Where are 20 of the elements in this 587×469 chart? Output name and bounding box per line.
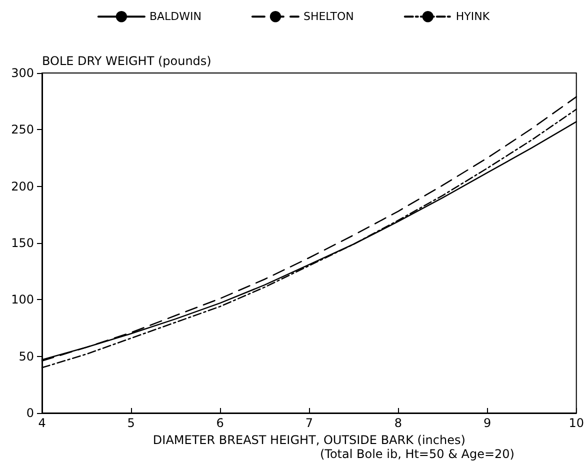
x-tick-label: 5	[127, 416, 135, 430]
x-tick-label: 7	[305, 416, 314, 430]
legend-label: HYINK	[456, 10, 490, 24]
x-tick-label: 4	[38, 416, 46, 430]
x-tick-label: 6	[216, 416, 224, 430]
x-tick-label: 8	[394, 416, 402, 430]
y-tick-label: 50	[18, 349, 34, 364]
x-tick-label: 10	[568, 416, 584, 430]
legend-label: BALDWIN	[149, 10, 202, 24]
text: (Total Bole ib, Ht=50 & Age=20)	[320, 447, 514, 461]
y-tick-label: 150	[11, 236, 34, 250]
y-tick-label: 250	[11, 122, 34, 137]
y-tick-label: 200	[11, 179, 34, 194]
x-axis-title: DIAMETER BREAST HEIGHT, OUTSIDE BARK (inches)	[152, 432, 466, 447]
y-tick-label: 0	[26, 406, 34, 420]
y-axis-title: BOLE DRY WEIGHT (pounds)	[42, 54, 212, 68]
x-tick-label: 9	[483, 416, 492, 430]
legend-label: SHELTON	[303, 10, 354, 24]
y-tick-label: 100	[11, 292, 34, 307]
y-tick-label: 300	[11, 66, 34, 80]
